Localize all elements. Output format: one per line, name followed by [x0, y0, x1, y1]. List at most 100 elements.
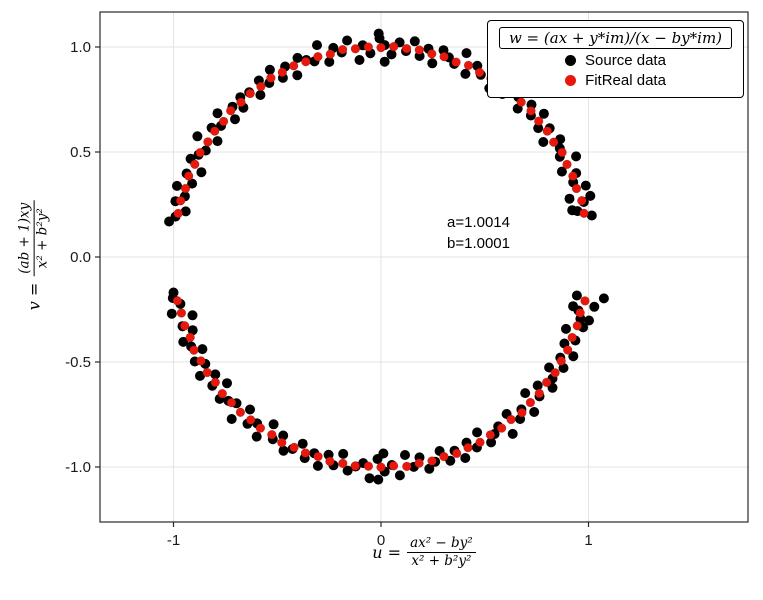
fitreal-data-point — [266, 73, 276, 83]
source-data-point — [292, 70, 303, 81]
y-axis-label-denominator: x² + b²y² — [34, 208, 51, 269]
y-tick-label: -1.0 — [65, 459, 91, 476]
source-data-point — [222, 378, 232, 389]
source-data-point — [584, 315, 594, 326]
source-data-point — [424, 463, 435, 474]
fitreal-data-point — [175, 196, 186, 206]
fitreal-data-point — [376, 42, 386, 53]
source-data-point — [230, 114, 240, 125]
fitreal-data-point — [463, 60, 474, 71]
source-data-point — [268, 419, 279, 430]
source-data-point — [210, 369, 221, 380]
source-data-point — [564, 193, 575, 204]
source-data-point — [533, 123, 544, 134]
fitreal-data-point — [557, 147, 567, 158]
fitreal-data-point — [300, 448, 311, 458]
fitreal-data-point — [363, 42, 373, 52]
fitreal-data-point — [255, 423, 266, 433]
source-data-point — [192, 131, 203, 142]
plot-frame — [99, 11, 749, 523]
fitreal-data-point — [556, 356, 566, 366]
fitreal-data-point — [325, 49, 335, 59]
y-axis-label-prefix: v = — [24, 282, 44, 311]
fit-annotation: a=1.0014 b=1.0001 — [447, 212, 510, 254]
fitreal-data-point — [516, 97, 526, 107]
source-data-point — [400, 450, 410, 460]
fitreal-data-point — [534, 388, 544, 399]
fitreal-data-point — [485, 430, 496, 440]
fitreal-data-point — [580, 296, 590, 306]
fitreal-data-point — [439, 52, 449, 62]
fitreal-data-point — [562, 159, 572, 170]
source-data-point — [373, 474, 384, 485]
fitreal-data-point — [414, 458, 424, 468]
source-data-point — [187, 178, 198, 189]
source-data-point — [438, 45, 449, 56]
fitreal-marker-icon — [565, 75, 577, 86]
fitreal-data-point — [210, 126, 220, 136]
fitreal-data-point — [496, 423, 507, 433]
y-axis-label: v = (ab + 1)xy x² + b²y² — [16, 199, 52, 311]
fitreal-data-point — [350, 461, 360, 471]
x-tick-label: 0 — [377, 532, 385, 549]
fitreal-data-point — [337, 44, 348, 55]
source-data-point — [178, 336, 189, 347]
annotation-a-value: a=1.0014 — [447, 214, 510, 231]
source-data-point — [292, 52, 303, 63]
legend-title: w = (ax + y*im)/(x − by*im) — [498, 27, 733, 49]
fitreal-data-point — [427, 49, 437, 59]
source-data-point — [180, 206, 191, 217]
x-tick-label: 1 — [584, 532, 592, 549]
x-axis-label-fraction: ax² − by² x² + b²y² — [407, 535, 476, 570]
y-tick-label: 0.5 — [70, 144, 91, 161]
source-data-point — [245, 404, 255, 415]
source-data-point — [529, 407, 540, 417]
source-data-point — [278, 430, 289, 441]
source-data-point — [166, 308, 177, 319]
fitreal-data-point — [451, 57, 461, 67]
legend-label-source: Source data — [585, 52, 666, 69]
fitreal-data-point — [202, 367, 212, 378]
source-data-point — [580, 180, 591, 191]
fitreal-data-point — [579, 208, 589, 218]
fitreal-data-point — [256, 81, 266, 92]
source-data-point — [342, 465, 353, 476]
fitreal-data-point — [289, 61, 299, 71]
source-data-point — [586, 210, 597, 221]
fitreal-data-point — [550, 368, 560, 378]
source-data-point — [379, 56, 390, 67]
x-axis-label-denominator: x² + b²y² — [411, 552, 472, 569]
fitreal-data-point — [172, 296, 183, 306]
fitreal-data-point — [218, 116, 229, 127]
fitreal-data-point — [363, 461, 374, 471]
fitreal-data-point — [226, 397, 237, 408]
source-data-point — [520, 388, 531, 399]
fitreal-data-point — [474, 67, 485, 78]
fitreal-data-point — [325, 456, 335, 467]
source-data-point — [558, 363, 569, 373]
fitreal-data-point — [236, 97, 246, 107]
source-data-point — [187, 325, 198, 336]
source-data-point — [212, 136, 223, 147]
fitreal-data-point — [452, 448, 462, 459]
fitreal-data-point — [526, 106, 536, 116]
source-data-point — [324, 56, 335, 67]
fitreal-data-point — [463, 442, 473, 453]
source-data-point — [571, 151, 582, 162]
fitreal-data-point — [350, 44, 361, 54]
source-data-point — [172, 180, 182, 191]
fitreal-data-point — [439, 451, 449, 462]
fitreal-data-point — [475, 437, 485, 447]
source-data-point — [312, 460, 323, 471]
fitreal-data-point — [567, 332, 577, 343]
source-data-point — [461, 48, 472, 59]
source-data-point — [378, 448, 389, 459]
fitreal-data-point — [571, 183, 582, 194]
source-data-point — [544, 362, 555, 373]
fitreal-data-point — [563, 345, 573, 355]
source-data-point — [532, 380, 543, 391]
fitreal-data-point — [267, 429, 277, 440]
y-tick-label: 1.0 — [70, 39, 91, 56]
fitreal-data-point — [301, 57, 311, 67]
